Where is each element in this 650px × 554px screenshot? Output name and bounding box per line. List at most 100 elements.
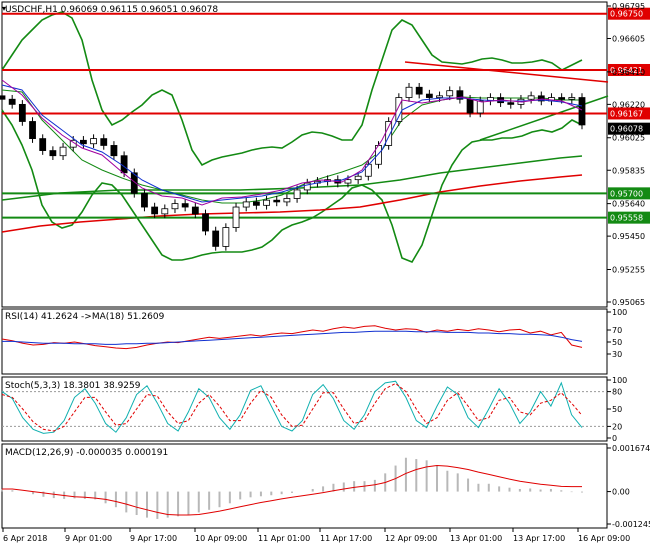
candle-body [273,199,281,203]
stochastic-title: Stoch(5,3,3) 18.3801 38.9259 [5,381,141,391]
price-axis-label: 0.96025 [612,134,645,143]
candle-body [446,90,454,97]
candle-body [130,172,138,194]
collapse-arrow-icon[interactable]: ▾ [2,4,6,13]
stochastic-panel-frame [1,376,608,442]
time-axis-label: 6 Apr 2018 [3,534,47,543]
candle-body [0,95,6,100]
candle-body [242,201,250,208]
rsi-axis-label: 50 [612,338,622,347]
price-level-tag-label: 0.96750 [610,10,643,19]
price-axis-label: 0.95255 [612,265,645,274]
candle-body [212,230,220,247]
long-green-ma-line [1,155,583,201]
candle-body [100,138,108,146]
candle-body [364,163,372,177]
candle-body [202,213,209,232]
time-axis-label: 13 Apr 01:00 [450,534,502,543]
rsi-title: RSI(14) 41.2624 ->MA(18) 51.2609 [5,312,165,322]
price-level-tag-label: 0.95700 [610,189,643,198]
price-level-tag-box [608,107,650,120]
time-axis-label: 10 Apr 09:00 [195,534,247,543]
time-axis-label: 9 Apr 17:00 [130,534,177,543]
price-axis-label: 0.95065 [612,298,645,307]
macd-signal-line [2,464,582,516]
candle-body [476,100,484,114]
candle-body [436,95,443,98]
rsi-axis: 100 70 50 30 [607,308,627,359]
price-level-tag: 0.96421 [608,63,650,76]
macd-panel-frame [1,443,608,529]
candle-body [283,198,291,203]
macd-title: MACD(12,26,9) -0.000035 0.000191 [5,448,168,458]
macd-axis: 0.001674 0.00 -0.001245 [607,444,650,529]
price-axis-label: 0.95835 [612,166,645,175]
price-axis-label: 0.95450 [612,232,645,241]
candle-body [395,97,403,122]
candle-body [39,138,47,151]
rsi-lines [1,325,583,350]
candle-body [537,95,545,102]
fast-ma-line [1,79,583,206]
candle-body [8,98,16,105]
candle-body [141,192,148,208]
rsi-axis-label: 70 [612,326,622,335]
candle-body [252,201,260,206]
candle-body [293,189,301,199]
price-level-tag-box [608,7,650,20]
stochastic-axis-label: 80 [612,388,622,397]
price-level-tag-box [608,211,650,224]
candle-body [405,86,413,98]
price-axis-label: 0.96605 [612,35,645,44]
stochastic-signal-line [1,382,583,432]
short-ma-line [1,84,583,203]
price-axis: 0.96795 0.96605 0.96410 0.96220 0.96025 0.958… [607,2,650,307]
price-panel: 0.96750 0.96421 0.96167 0.95700 0.95558 USDC… [0,1,650,308]
rsi-panel: RSI(14) 41.2624 ->MA(18) 51.2609 100 70 50… [1,308,627,375]
price-level-tag-box [608,63,650,76]
candle-body [558,97,566,100]
price-axis-label: 0.95640 [612,200,645,209]
candle-body [161,208,169,215]
macd-panel: MACD(12,26,9) -0.000035 0.000191 0.00167… [1,443,650,529]
horizontal-levels: 0.96750 0.96421 0.96167 0.95700 0.95558 [2,7,650,224]
price-level-tag: 0.96750 [608,7,650,20]
rsi-axis-label: 30 [612,350,622,359]
candle-body [527,95,535,100]
candle-body [263,199,270,206]
candle-body [568,97,576,100]
time-axis-label: 11 Apr 01:00 [258,534,310,543]
current-price-tag-box [608,122,650,135]
stochastic-lines [1,380,607,434]
stochastic-axis-label: 20 [612,422,622,431]
stochastic-axis: 100 80 50 20 0 [607,376,627,443]
rising-trend-line [479,95,609,141]
price-axis-label: 0.96795 [612,2,645,11]
macd-axis-label: 0.00 [612,488,630,497]
price-level-tag-label: 0.96421 [610,66,643,75]
symbol-header: USDCHF,H1 0.96069 0.96115 0.96051 0.9607… [5,5,218,15]
candle-body [110,145,118,157]
candle-body [181,203,189,208]
rsi-line [1,325,583,350]
candle-body [80,139,87,145]
long-red-ma-line [1,174,583,233]
time-axis: 6 Apr 2018 9 Apr 01:00 9 Apr 17:00 10 Apr 0… [2,528,630,543]
candle-body [120,155,128,174]
stochastic-axis-label: 0 [612,434,617,443]
price-level-tag: 0.95558 [608,211,650,224]
macd-axis-label: -0.001245 [612,520,650,529]
candle-body [578,97,586,126]
candle-body [507,102,515,105]
candle-body [171,203,179,210]
candle-body [303,182,311,191]
time-axis-label: 9 Apr 01:00 [65,534,112,543]
rsi-ma-line [2,330,583,345]
price-level-tag-label: 0.95558 [610,214,643,223]
price-level-tag: 0.96167 [608,107,650,120]
candle-body [466,98,474,114]
price-level-tag: 0.95700 [608,187,650,200]
upper-band-line [1,11,583,167]
